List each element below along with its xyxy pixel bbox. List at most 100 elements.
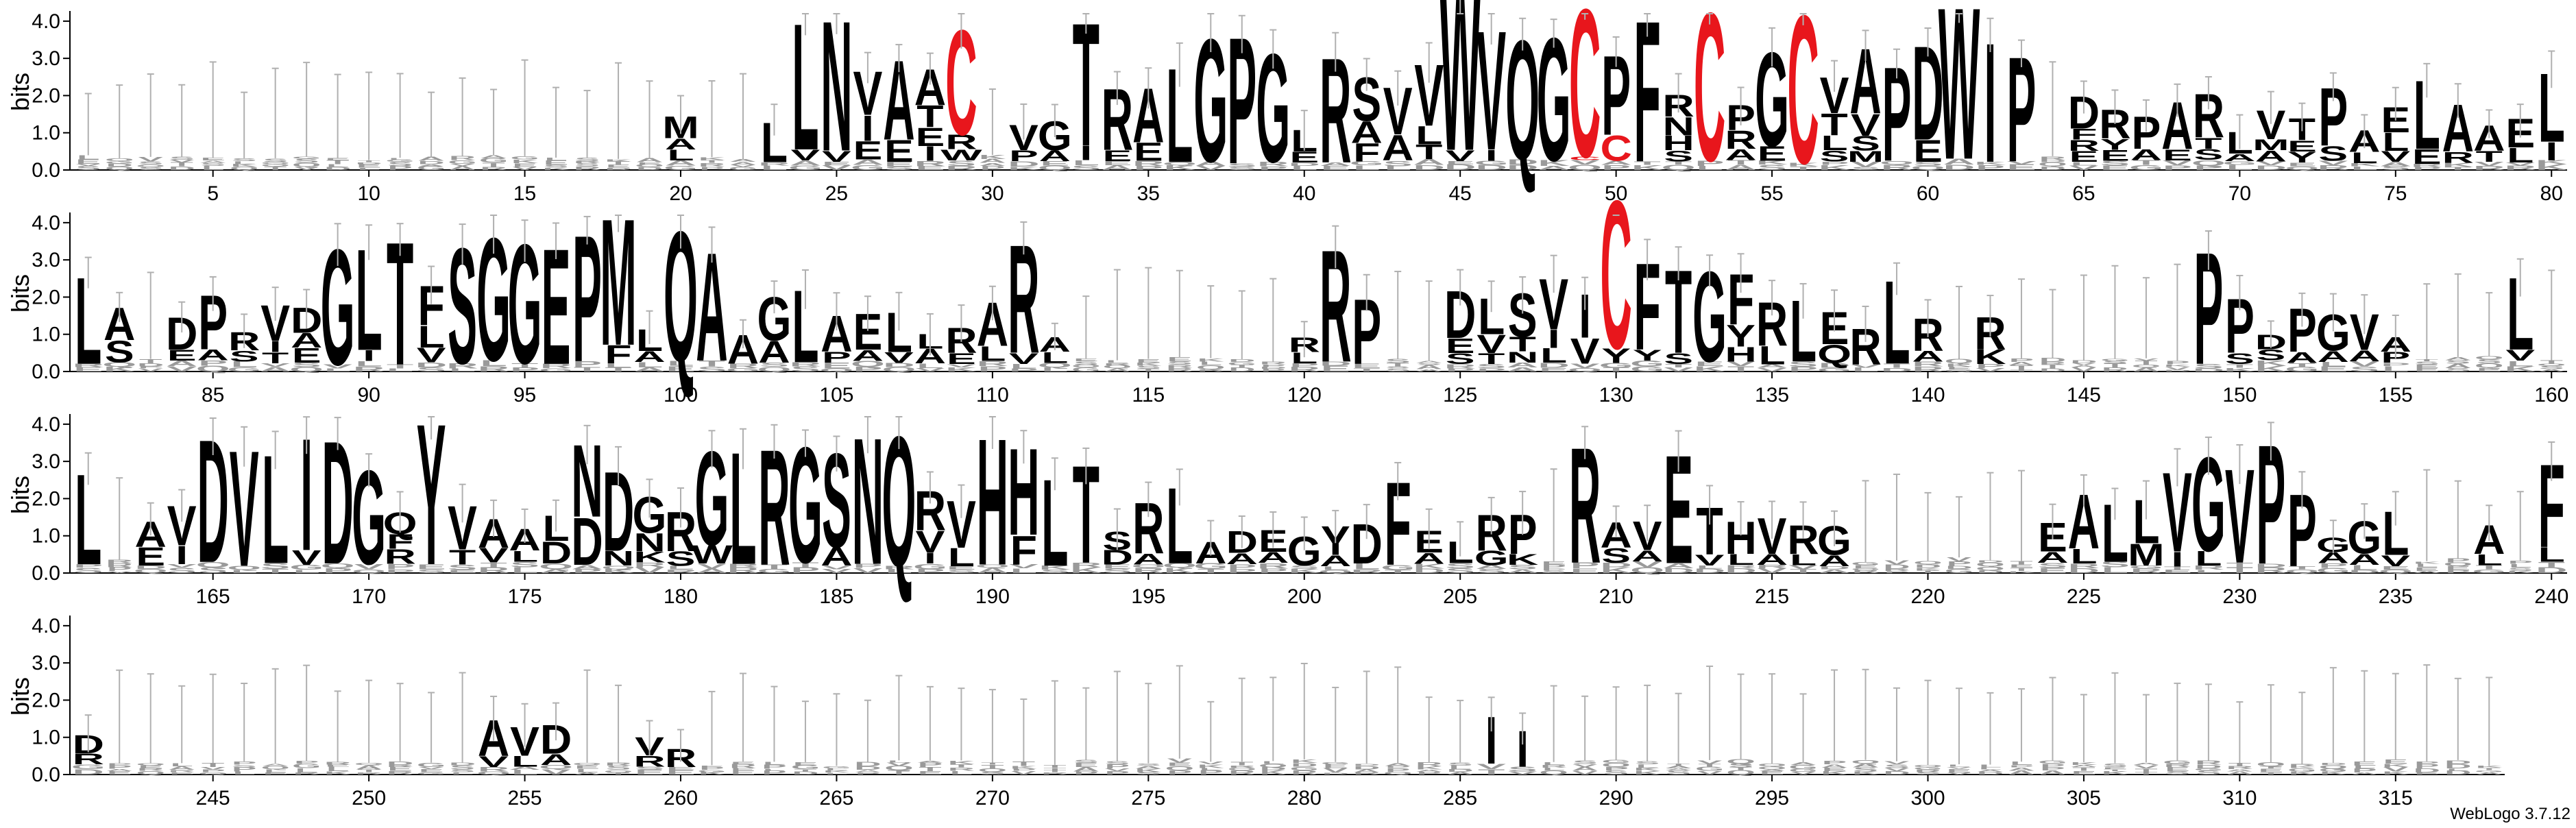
logo-minor-letter: P	[1261, 364, 1285, 367]
logo-minor-letter: A	[916, 760, 943, 764]
logo-minor-letter: A	[852, 158, 884, 167]
logo-minor-letter: G	[2129, 565, 2163, 570]
y-tick-label: 0.0	[32, 361, 60, 383]
logo-letter: E	[2412, 145, 2442, 169]
logo-minor-letter: Q	[851, 359, 885, 368]
logo-letter: G	[1474, 547, 1509, 570]
logo-minor-letter: S	[884, 166, 914, 171]
logo-minor-letter: E	[419, 768, 443, 773]
logo-minor-letter: Q	[196, 561, 230, 569]
logo-minor-letter: E	[1947, 768, 1971, 774]
logo-minor-letter: V	[1884, 767, 1910, 772]
logo-minor-letter: P	[1009, 367, 1038, 372]
logo-minor-letter: Q	[1851, 759, 1880, 764]
logo-minor-letter: Q	[884, 765, 913, 772]
logo-letter: S	[2225, 350, 2255, 367]
logo-minor-letter: G	[479, 158, 508, 165]
logo-minor-letter: V	[1570, 363, 1600, 369]
logo-minor-letter: S	[635, 766, 664, 770]
x-tick-label: 55	[1760, 182, 1783, 205]
logo-minor-letter: D	[1600, 561, 1631, 569]
logo-minor-letter: E	[822, 361, 851, 370]
logo-minor-letter: K	[605, 158, 631, 162]
logo-letter: W	[940, 147, 982, 164]
logo-minor-letter: D	[355, 162, 382, 165]
logo-minor-letter: T	[1137, 368, 1161, 372]
x-tick-label: 35	[1137, 182, 1160, 205]
logo-letter: C	[1569, 156, 1601, 161]
logo-minor-letter: S	[2038, 561, 2067, 570]
logo-minor-letter: L	[171, 762, 193, 767]
logo-minor-letter: A	[571, 564, 603, 570]
logo-minor-letter: T	[480, 561, 507, 569]
logo-minor-letter: L	[387, 367, 413, 372]
logo-minor-letter: S	[1102, 568, 1132, 574]
logo-minor-letter: P	[107, 763, 132, 766]
logo-minor-letter: T	[1043, 764, 1067, 768]
logo-minor-letter: T	[2104, 363, 2127, 369]
logo-minor-letter: Q	[292, 162, 321, 169]
logo-letter: A	[2130, 146, 2162, 163]
logo-letter: T	[916, 99, 943, 134]
logo-minor-letter: D	[1475, 163, 1507, 171]
logo-minor-letter: K	[104, 365, 135, 373]
logo-minor-letter: P	[2009, 358, 2034, 363]
logo-minor-letter: E	[1167, 356, 1192, 363]
logo-minor-letter: S	[292, 361, 321, 368]
logo-minor-letter: R	[1257, 160, 1289, 167]
logo-letter: S	[230, 348, 259, 365]
logo-letter: F	[2070, 125, 2097, 143]
logo-minor-letter: T	[607, 772, 630, 775]
logo-minor-letter: R	[1915, 769, 1941, 773]
logo-minor-letter: G	[2163, 759, 2191, 765]
logo-letter: T	[262, 350, 289, 367]
logo-minor-letter: V	[822, 164, 851, 171]
logo-minor-letter: V	[2071, 367, 2096, 373]
logo-minor-letter: T	[2226, 363, 2253, 369]
logo-minor-letter: P	[1105, 770, 1130, 776]
logo-letter: Y	[2287, 149, 2317, 166]
logo-minor-letter: S	[417, 366, 446, 372]
logo-minor-letter: R	[1041, 772, 1068, 775]
logo-letter: N	[633, 528, 665, 557]
x-tick-label: 40	[1293, 182, 1315, 205]
logo-minor-letter: G	[289, 563, 324, 571]
logo-letter: E	[947, 350, 976, 367]
x-tick-label: 205	[1443, 585, 1477, 608]
logo-minor-letter: E	[1073, 358, 1098, 362]
logo-minor-letter: T	[2164, 565, 2191, 570]
logo-minor-letter: R	[2473, 165, 2505, 171]
logo-minor-letter: E	[417, 563, 446, 571]
logo-minor-letter: D	[1538, 361, 1569, 369]
logo-minor-letter: R	[1132, 566, 1164, 575]
logo-letter: E	[1913, 134, 1943, 168]
logo-minor-letter: R	[729, 763, 756, 769]
logo-minor-letter: G	[448, 159, 476, 165]
logo-minor-letter: A	[259, 365, 291, 373]
logo-minor-letter: K	[2414, 561, 2440, 565]
logo-minor-letter: R	[1852, 570, 1879, 574]
logo-minor-letter: R	[605, 762, 631, 767]
logo-minor-letter: L	[231, 360, 258, 369]
x-tick-label: 95	[513, 384, 536, 406]
logo-minor-letter: A	[1446, 771, 1473, 775]
logo-minor-letter: E	[731, 770, 755, 776]
logo-minor-letter: T	[1727, 159, 1754, 166]
logo-minor-letter: G	[1851, 561, 1880, 566]
logo-letter: S	[666, 548, 696, 571]
logo-minor-letter: R	[137, 768, 164, 772]
logo-minor-letter: Q	[1976, 561, 2004, 568]
logo-minor-letter: L	[233, 160, 256, 165]
logo-letter: V	[479, 544, 509, 568]
logo-minor-letter: Q	[2537, 363, 2566, 367]
logo-minor-letter: L	[202, 165, 224, 171]
logo-minor-letter: T	[2540, 360, 2564, 365]
logo-minor-letter: T	[1478, 768, 1505, 777]
x-tick-label: 15	[513, 182, 536, 205]
logo-letter: T	[2195, 135, 2222, 152]
logo-letter: E	[1446, 334, 1475, 358]
logo-letter: R	[2068, 137, 2100, 154]
logo-minor-letter: R	[948, 767, 975, 772]
logo-minor-letter: K	[230, 164, 257, 168]
logo-minor-letter: L	[231, 569, 258, 574]
